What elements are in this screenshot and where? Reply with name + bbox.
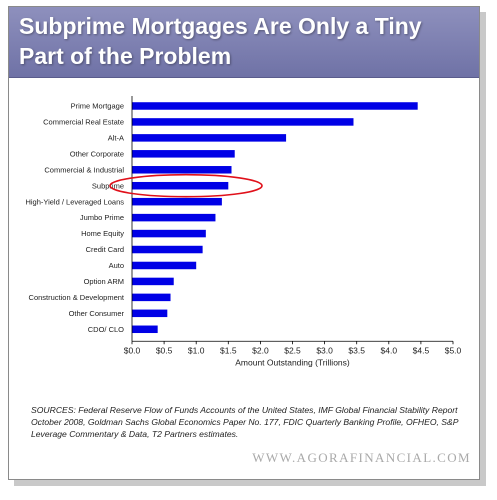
category-label: CDO/ CLO xyxy=(88,325,124,334)
bar-other-corporate xyxy=(132,150,235,158)
category-label: Prime Mortgage xyxy=(71,102,124,111)
category-labels: Prime Mortgage Commercial Real Estate Alt-… xyxy=(25,102,124,334)
category-label: Other Consumer xyxy=(69,309,125,318)
category-label: Construction & Development xyxy=(29,293,125,302)
x-tick-label: $2.5 xyxy=(284,345,301,355)
bar-construction-development xyxy=(132,293,171,302)
category-label: Jumbo Prime xyxy=(80,213,124,222)
sources-note: SOURCES: Federal Reserve Flow of Funds A… xyxy=(31,405,459,439)
category-label: Alt-A xyxy=(108,133,124,142)
bar-commercial-industrial xyxy=(132,166,232,174)
title-bar: Subprime Mortgages Are Only a Tiny Part … xyxy=(9,7,479,78)
bar-auto xyxy=(132,261,197,270)
bar-subprime xyxy=(132,181,229,190)
x-tick-labels: $0.0 $0.5 $1.0 $1.5 $2.0 $2.5 $3.0 $3.5 $4.0 $4.5… xyxy=(124,345,462,355)
bar-high-yield-leveraged-loans xyxy=(132,197,222,206)
category-label: Commercial & Industrial xyxy=(44,165,124,174)
x-tick-label: $3.0 xyxy=(316,345,333,355)
category-label: Commercial Real Estate xyxy=(43,118,124,127)
chart-card: Subprime Mortgages Are Only a Tiny Part … xyxy=(8,6,480,480)
watermark: WWW.AGORAFINANCIAL.COM xyxy=(252,450,471,465)
x-tick-label: $4.0 xyxy=(381,345,398,355)
x-tick-label: $4.5 xyxy=(413,345,430,355)
category-label: Other Corporate xyxy=(70,149,124,158)
x-tick-label: $1.5 xyxy=(220,345,237,355)
chart-title: Subprime Mortgages Are Only a Tiny Part … xyxy=(19,13,422,69)
x-tick-label: $0.5 xyxy=(156,345,173,355)
subprime-highlight-ellipse xyxy=(109,173,263,198)
category-label: High-Yield / Leveraged Loans xyxy=(25,197,124,206)
bar-credit-card xyxy=(132,245,203,254)
x-tick-label: $0.0 xyxy=(124,345,141,355)
category-label: Home Equity xyxy=(81,229,124,238)
bar-jumbo-prime xyxy=(132,213,216,222)
category-label: Auto xyxy=(109,261,124,270)
bar-other-consumer xyxy=(132,309,168,318)
bar-alt-a xyxy=(132,134,287,142)
category-label: Subprime xyxy=(92,181,124,190)
x-tick-label: $3.5 xyxy=(348,345,365,355)
bar-cdo-clo xyxy=(132,325,158,334)
x-tick-label: $2.0 xyxy=(252,345,269,355)
x-tick-label: $5.0 xyxy=(445,345,462,355)
bars xyxy=(132,102,418,334)
bar-chart: Prime Mortgage Commercial Real Estate Alt-… xyxy=(25,96,462,367)
bar-commercial-real-estate xyxy=(132,118,354,126)
x-axis-title: Amount Outstanding (Trillions) xyxy=(235,357,350,367)
bar-prime-mortgage xyxy=(132,102,418,110)
bar-option-arm xyxy=(132,277,174,286)
bar-home-equity xyxy=(132,229,206,238)
x-tick-label: $1.0 xyxy=(188,345,205,355)
category-label: Credit Card xyxy=(86,245,124,254)
x-axis xyxy=(131,96,454,345)
category-label: Option ARM xyxy=(84,277,124,286)
